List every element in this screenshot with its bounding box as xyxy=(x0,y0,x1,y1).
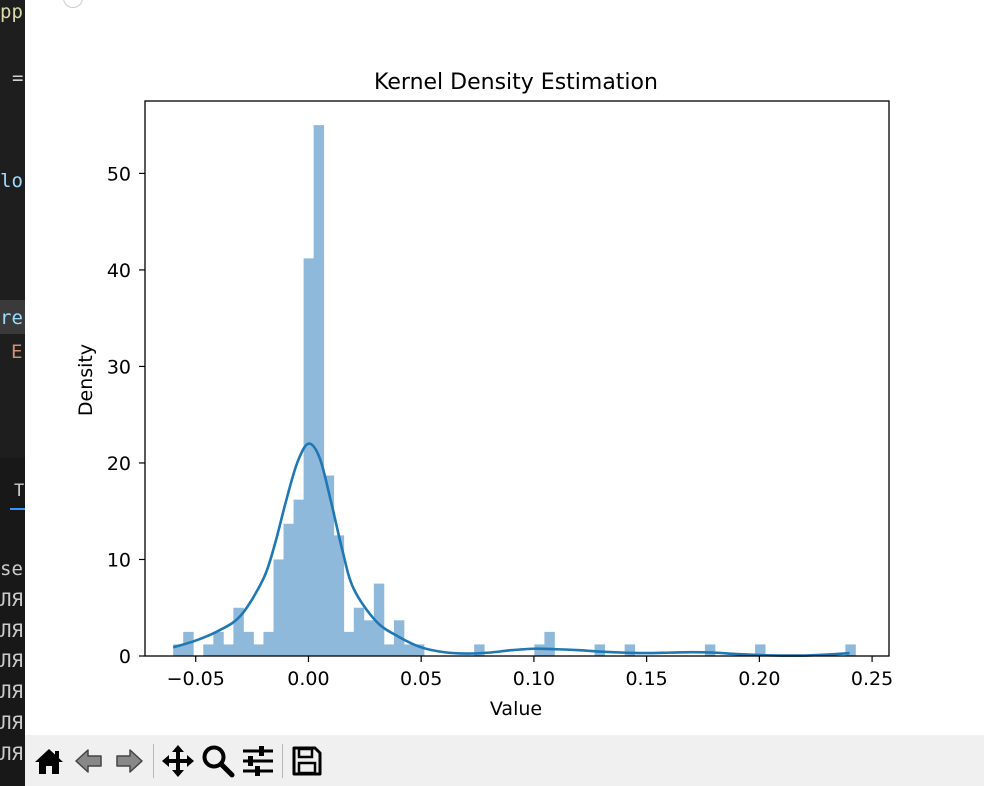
histogram-bar xyxy=(293,499,305,656)
histogram-bar xyxy=(203,644,214,656)
terminal-line: ЛЯ xyxy=(0,650,23,672)
histogram-bar xyxy=(373,583,385,656)
histogram-bar xyxy=(544,631,555,656)
x-tick-label: 0.20 xyxy=(738,668,780,690)
histogram-bar xyxy=(845,644,856,656)
plot-toolbar xyxy=(25,735,984,786)
histogram-bar xyxy=(343,631,355,656)
y-tick-label: 20 xyxy=(107,453,131,475)
histogram-bar xyxy=(755,644,766,656)
histogram-bar xyxy=(273,559,284,656)
histogram-bar xyxy=(413,644,425,656)
histogram-bar xyxy=(363,620,375,656)
toolbar-separator xyxy=(282,743,283,778)
x-tick-label: 0.10 xyxy=(513,668,555,690)
histogram-bar xyxy=(403,644,415,656)
home-button[interactable] xyxy=(29,741,69,781)
histogram-bar xyxy=(353,607,365,656)
histogram-bar xyxy=(243,631,254,656)
histogram-bar xyxy=(233,607,244,656)
axes-frame xyxy=(144,100,890,657)
terminal-line: ЛЯ xyxy=(0,743,23,765)
terminal-tab-underline xyxy=(10,508,25,510)
forward-icon xyxy=(116,748,143,773)
x-tick-label: 0.05 xyxy=(400,668,442,690)
terminal-line: ЛЯ xyxy=(0,620,23,642)
histogram-bar xyxy=(624,644,636,656)
terminal-tab[interactable]: T xyxy=(14,481,25,501)
histogram-bars xyxy=(173,125,856,656)
histogram-bar xyxy=(253,644,264,656)
pan-icon xyxy=(162,744,194,777)
current-line-highlight xyxy=(0,300,25,334)
pan-button[interactable] xyxy=(158,741,198,781)
x-axis-label: Value xyxy=(490,698,542,720)
toolbar-separator xyxy=(153,743,154,778)
save-button[interactable] xyxy=(287,741,327,781)
x-tick-label: −0.05 xyxy=(167,668,225,690)
terminal-line: ЛЯ xyxy=(0,589,23,611)
histogram-bar xyxy=(303,258,315,656)
y-tick-label: 50 xyxy=(107,163,131,185)
terminal-strip: T se ЛЯ ЛЯ ЛЯ ЛЯ ЛЯ ЛЯ xyxy=(0,458,25,786)
histogram-bar xyxy=(474,644,485,656)
y-tick-label: 10 xyxy=(107,549,131,571)
terminal-line: ЛЯ xyxy=(0,712,23,734)
sliders-icon xyxy=(243,745,273,776)
histogram-bar xyxy=(223,644,234,656)
histogram-bar xyxy=(263,631,274,656)
histogram-bar xyxy=(534,644,545,656)
y-tick-label: 30 xyxy=(107,356,131,378)
zoom-button[interactable] xyxy=(198,741,238,781)
x-tick-label: 0.25 xyxy=(851,668,893,690)
figure-canvas[interactable]: Kernel Density Estimation −0.05 0.00 0.05 0… xyxy=(25,0,984,735)
code-editor-strip: pp = lo re E xyxy=(0,0,25,458)
chart-title: Kernel Density Estimation xyxy=(374,70,658,95)
histogram-bar xyxy=(333,535,345,656)
terminal-line: ЛЯ xyxy=(0,681,23,703)
histogram-bar xyxy=(213,631,224,656)
y-axis-label: Density xyxy=(75,344,97,416)
histogram-bar xyxy=(313,125,325,656)
x-tick-label: 0.00 xyxy=(287,668,329,690)
histogram-bar xyxy=(704,644,716,656)
histogram-bar xyxy=(283,523,294,656)
back-icon xyxy=(75,748,102,773)
configure-subplots-button[interactable] xyxy=(238,741,278,781)
histogram-bar xyxy=(323,475,335,656)
kde-line xyxy=(172,442,850,657)
chart: Kernel Density Estimation −0.05 0.00 0.05 0… xyxy=(75,70,893,720)
forward-button[interactable] xyxy=(109,741,149,781)
x-tick-label: 0.15 xyxy=(625,668,667,690)
code-fragment: = xyxy=(12,67,24,89)
back-button[interactable] xyxy=(69,741,109,781)
histogram-bar xyxy=(383,644,395,656)
histogram-bar xyxy=(594,644,605,656)
code-fragment: pp xyxy=(0,1,23,23)
code-fragment: E xyxy=(11,341,23,363)
x-axis-ticks: −0.05 0.00 0.05 0.10 0.15 0.20 0.25 xyxy=(167,656,893,690)
y-axis-ticks: 0 10 20 30 40 50 xyxy=(107,163,145,668)
y-tick-label: 40 xyxy=(107,260,131,282)
y-tick-label: 0 xyxy=(119,646,131,668)
zoom-icon xyxy=(202,745,235,777)
home-icon xyxy=(35,748,63,774)
kde-curve xyxy=(172,442,850,657)
save-icon xyxy=(292,746,322,775)
code-fragment: re xyxy=(0,307,23,329)
histogram-bar xyxy=(173,644,184,656)
terminal-line: se xyxy=(0,558,23,580)
code-fragment: lo xyxy=(0,170,23,192)
